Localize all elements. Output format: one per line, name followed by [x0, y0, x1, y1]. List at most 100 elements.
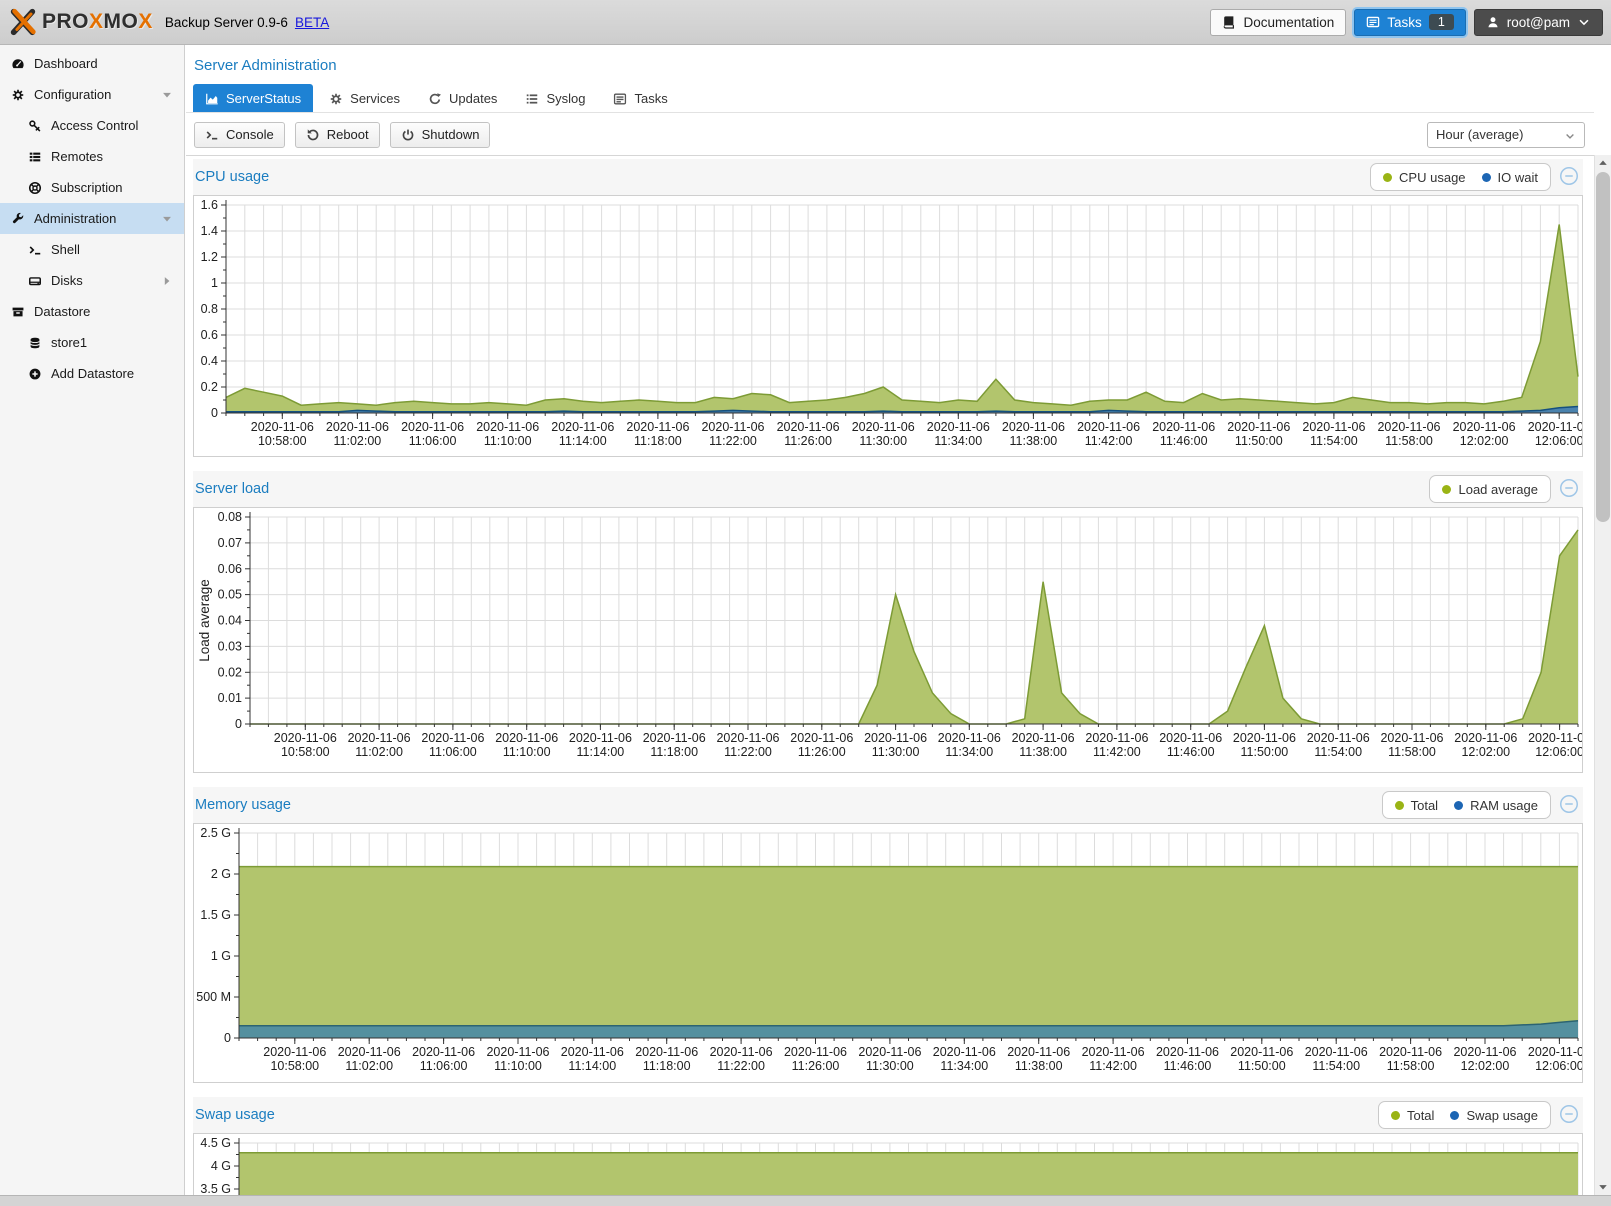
svg-text:11:02:00: 11:02:00	[355, 745, 403, 759]
reboot-button[interactable]: Reboot	[294, 121, 380, 148]
sidebar-item-datastore[interactable]: Datastore	[0, 296, 184, 327]
svg-text:2020-11-06: 2020-11-06	[1082, 1045, 1145, 1059]
chart-panel-cpu-usage: CPU usage CPU usage IO wait 1.6 1.4 1.2 1 0.8 0.…	[193, 159, 1583, 457]
lifering-icon	[27, 180, 42, 196]
legend-dot	[1454, 800, 1464, 810]
svg-text:0.05: 0.05	[218, 588, 242, 602]
svg-text:2020-11-06: 2020-11-06	[1528, 420, 1582, 434]
sidebar-item-access-control[interactable]: Access Control	[0, 110, 184, 141]
svg-text:0.06: 0.06	[218, 562, 242, 576]
svg-text:11:10:00: 11:10:00	[503, 745, 551, 759]
chevron-down-icon	[1564, 127, 1576, 142]
svg-text:11:42:00: 11:42:00	[1089, 1059, 1137, 1073]
svg-text:11:54:00: 11:54:00	[1312, 1059, 1360, 1073]
svg-text:11:26:00: 11:26:00	[784, 434, 832, 448]
gears-icon	[10, 87, 25, 103]
proxmox-logo-icon	[10, 8, 36, 36]
documentation-button[interactable]: Documentation	[1210, 8, 1347, 36]
toolbar: Console Reboot Shutdown Hour (average)	[186, 113, 1594, 156]
sidebar-item-dashboard[interactable]: Dashboard	[0, 48, 184, 79]
collapse-panel-icon[interactable]	[1559, 1104, 1579, 1127]
svg-text:11:46:00: 11:46:00	[1160, 434, 1208, 448]
key-icon	[27, 118, 42, 134]
svg-text:2020-11-06: 2020-11-06	[1230, 1045, 1293, 1059]
svg-text:11:06:00: 11:06:00	[409, 434, 457, 448]
svg-text:11:06:00: 11:06:00	[429, 745, 477, 759]
svg-text:11:26:00: 11:26:00	[792, 1059, 840, 1073]
svg-text:1 G: 1 G	[211, 949, 231, 963]
caret-right-icon[interactable]	[159, 273, 174, 289]
svg-text:11:50:00: 11:50:00	[1235, 434, 1283, 448]
caret-down-icon[interactable]	[159, 87, 174, 103]
svg-text:500 M: 500 M	[196, 990, 231, 1004]
sidebar-item-label: Datastore	[34, 304, 91, 319]
sidebar-item-store1[interactable]: store1	[0, 327, 184, 358]
svg-text:11:22:00: 11:22:00	[724, 745, 772, 759]
svg-text:2020-11-06: 2020-11-06	[1380, 731, 1443, 745]
timeframe-select[interactable]: Hour (average)	[1427, 121, 1585, 148]
svg-text:2020-11-06: 2020-11-06	[486, 1045, 549, 1059]
console-button[interactable]: Console	[194, 121, 285, 148]
svg-text:1.2: 1.2	[201, 250, 218, 264]
svg-text:2.5 G: 2.5 G	[200, 826, 231, 840]
undo-icon	[306, 127, 320, 143]
vertical-scrollbar[interactable]	[1594, 155, 1611, 1195]
sidebar-item-remotes[interactable]: Remotes	[0, 141, 184, 172]
chart-panel-server-load: Server load Load average 0.08 0.07 0.06 0.05 0…	[193, 471, 1583, 773]
tab-syslog[interactable]: Syslog	[513, 84, 597, 112]
scroll-up-arrow[interactable]	[1595, 155, 1611, 171]
legend-item: Swap usage	[1450, 1108, 1538, 1123]
sidebar-item-label: Dashboard	[34, 56, 98, 71]
user-menu-button[interactable]: root@pam	[1473, 8, 1603, 36]
svg-text:3.5 G: 3.5 G	[200, 1182, 231, 1195]
svg-text:11:22:00: 11:22:00	[709, 434, 757, 448]
shutdown-button[interactable]: Shutdown	[389, 121, 491, 148]
tasks-button[interactable]: Tasks 1	[1354, 8, 1466, 36]
sidebar-item-label: Subscription	[51, 180, 123, 195]
sidebar-item-disks[interactable]: Disks	[0, 265, 184, 296]
svg-text:11:14:00: 11:14:00	[577, 745, 625, 759]
sidebar-nav: Dashboard Configuration Access Control Remo…	[0, 45, 185, 1195]
svg-text:2020-11-06: 2020-11-06	[852, 420, 915, 434]
scroll-down-arrow[interactable]	[1595, 1179, 1611, 1195]
caret-down-icon[interactable]	[159, 211, 174, 227]
panel-header: Server load Load average	[193, 471, 1583, 507]
svg-text:2020-11-06: 2020-11-06	[421, 731, 484, 745]
collapse-panel-icon[interactable]	[1559, 478, 1579, 501]
svg-text:2020-11-06: 2020-11-06	[933, 1045, 996, 1059]
tab-tasks[interactable]: Tasks	[601, 84, 679, 112]
svg-text:11:14:00: 11:14:00	[568, 1059, 616, 1073]
svg-text:2020-11-06: 2020-11-06	[476, 420, 539, 434]
collapse-panel-icon[interactable]	[1559, 166, 1579, 189]
svg-text:2020-11-06: 2020-11-06	[1156, 1045, 1219, 1059]
sidebar-item-subscription[interactable]: Subscription	[0, 172, 184, 203]
beta-link[interactable]: BETA	[294, 14, 330, 30]
svg-text:12:06:00: 12:06:00	[1535, 434, 1582, 448]
brand-wordmark: PROXMOX	[42, 10, 153, 33]
th-list-icon	[27, 149, 42, 165]
tab-services[interactable]: Services	[317, 84, 412, 112]
sidebar-item-shell[interactable]: Shell	[0, 234, 184, 265]
svg-text:2020-11-06: 2020-11-06	[412, 1045, 475, 1059]
svg-text:2 G: 2 G	[211, 867, 231, 881]
svg-text:2020-11-06: 2020-11-06	[338, 1045, 401, 1059]
svg-text:2020-11-06: 2020-11-06	[569, 731, 632, 745]
scrollbar-thumb[interactable]	[1596, 172, 1610, 522]
sidebar-item-label: Add Datastore	[51, 366, 135, 381]
sidebar-item-administration[interactable]: Administration	[0, 203, 184, 234]
collapse-panel-icon[interactable]	[1559, 794, 1579, 817]
sidebar-item-add-datastore[interactable]: Add Datastore	[0, 358, 184, 389]
chart-legend: Total RAM usage	[1381, 791, 1551, 819]
svg-text:11:10:00: 11:10:00	[494, 1059, 542, 1073]
svg-text:0.04: 0.04	[218, 614, 242, 628]
svg-text:11:38:00: 11:38:00	[1019, 745, 1067, 759]
tab-serverstatus[interactable]: ServerStatus	[193, 84, 314, 112]
svg-text:11:50:00: 11:50:00	[1241, 745, 1289, 759]
power-icon	[401, 127, 415, 143]
svg-text:11:26:00: 11:26:00	[798, 745, 846, 759]
svg-text:2020-11-06: 2020-11-06	[790, 731, 853, 745]
tab-updates[interactable]: Updates	[416, 84, 509, 112]
svg-text:0: 0	[235, 717, 242, 731]
sidebar-item-configuration[interactable]: Configuration	[0, 79, 184, 110]
panel-title: CPU usage	[195, 169, 270, 185]
